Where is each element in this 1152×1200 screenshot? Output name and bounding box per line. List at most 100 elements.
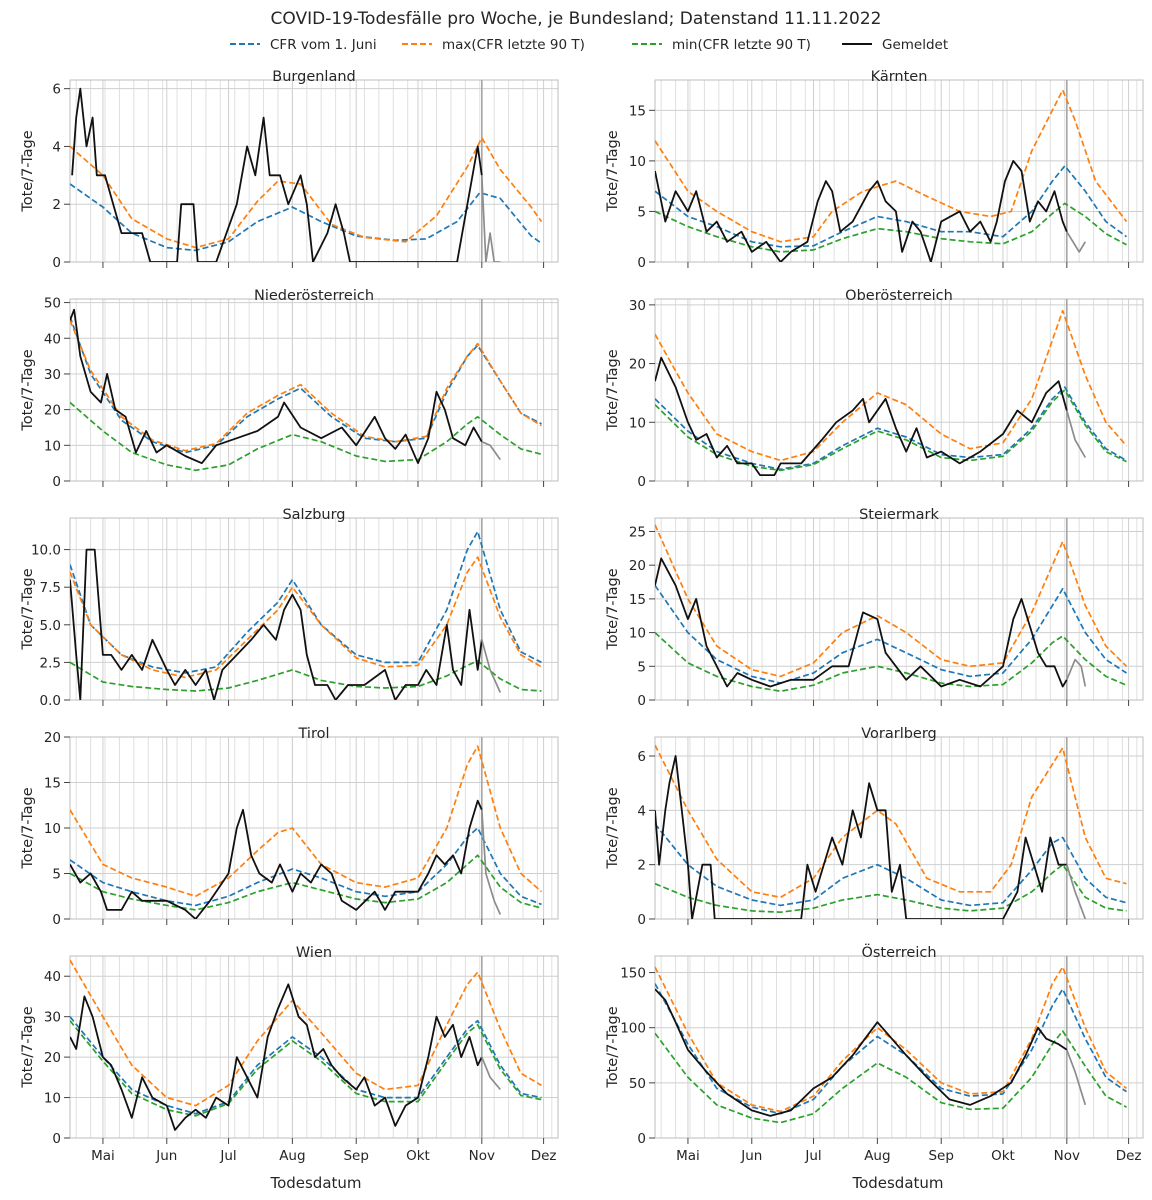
x-tick-label-8-3: Aug bbox=[279, 1148, 305, 1164]
y-tick-label-2-5: 50 bbox=[44, 296, 61, 312]
y-tick-label-1-1: 5 bbox=[637, 204, 646, 220]
series-max-2 bbox=[70, 320, 542, 452]
panel-title-5: Steiermark bbox=[859, 507, 939, 523]
y-axis-label-7: Tote/7-Tage bbox=[605, 787, 621, 869]
y-tick-label-8-1: 10 bbox=[44, 1091, 61, 1107]
x-tick-label-9-7: Dez bbox=[1116, 1148, 1142, 1164]
panel-frame-9 bbox=[654, 955, 1144, 1139]
y-tick-label-5-2: 10 bbox=[629, 626, 646, 642]
series-group-6 bbox=[70, 745, 543, 919]
series-group-5 bbox=[655, 524, 1128, 693]
panel-title-9: Österreich bbox=[861, 943, 936, 961]
y-axis-label-0: Tote/7-Tage bbox=[20, 130, 36, 212]
series-max-0 bbox=[70, 136, 543, 249]
y-tick-label-9-3: 150 bbox=[620, 966, 646, 982]
series-group-8 bbox=[70, 959, 542, 1131]
x-tick-label-9-6: Nov bbox=[1054, 1148, 1080, 1164]
grid-4 bbox=[70, 518, 558, 701]
legend-label-3: Gemeldet bbox=[882, 37, 948, 53]
panels: 0 2 4 6 Burgenland Tote/7-Tage 0 5 10 15 Kärnten To… bbox=[20, 69, 1144, 1164]
y-tick-label-5-4: 20 bbox=[629, 558, 646, 574]
panel-1: 0 5 10 15 Kärnten Tote/7-Tage bbox=[605, 69, 1144, 271]
panel-4: 0.0 2.5 5.0 7.5 10.0 Salzburg Tote/7-Tage bbox=[20, 507, 559, 709]
series-min-9 bbox=[655, 1030, 1127, 1124]
series-max-4 bbox=[70, 556, 542, 679]
panel-frame-2 bbox=[69, 298, 559, 482]
series-incomplete-0 bbox=[480, 175, 501, 262]
y-axis-label-3: Tote/7-Tage bbox=[605, 349, 621, 431]
y-tick-label-2-2: 20 bbox=[44, 403, 61, 419]
x-tick-label-9-5: Okt bbox=[991, 1148, 1015, 1164]
y-tick-label-6-2: 10 bbox=[44, 821, 61, 837]
y-tick-label-4-3: 7.5 bbox=[40, 580, 61, 596]
y-tick-label-4-2: 5.0 bbox=[40, 618, 61, 634]
y-tick-label-0-3: 6 bbox=[52, 82, 61, 98]
y-tick-label-1-3: 15 bbox=[629, 103, 646, 119]
series-cfr-0 bbox=[70, 183, 542, 252]
y-tick-label-6-0: 0 bbox=[52, 912, 61, 928]
panel-7: 0 2 4 6 Vorarlberg Tote/7-Tage bbox=[605, 726, 1144, 928]
grid-6 bbox=[70, 736, 558, 920]
x-tick-label-9-1: Jun bbox=[740, 1148, 762, 1164]
panel-frame-7 bbox=[654, 736, 1144, 920]
y-tick-label-0-1: 2 bbox=[52, 197, 61, 213]
series-gemeldet-1 bbox=[655, 159, 1068, 262]
legend-label-1: max(CFR letzte 90 T) bbox=[442, 37, 585, 53]
y-tick-label-2-0: 0 bbox=[52, 474, 61, 490]
series-group-0 bbox=[70, 87, 543, 262]
y-axis-label-5: Tote/7-Tage bbox=[605, 568, 621, 650]
x-tick-label-9-4: Sep bbox=[928, 1148, 953, 1164]
series-gemeldet-6 bbox=[70, 799, 483, 919]
panel-5: 0 5 10 15 20 25 Steiermark Tote/7-Tage bbox=[605, 507, 1144, 709]
series-gemeldet-7 bbox=[655, 755, 1067, 919]
y-tick-label-1-2: 10 bbox=[629, 154, 646, 170]
legend-label-2: min(CFR letzte 90 T) bbox=[672, 37, 811, 53]
x-tick-label-9-0: Mai bbox=[676, 1148, 700, 1164]
y-tick-label-5-3: 15 bbox=[629, 592, 646, 608]
series-cfr-6 bbox=[70, 827, 542, 907]
y-tick-label-7-3: 6 bbox=[637, 749, 646, 765]
y-tick-label-2-4: 40 bbox=[44, 331, 61, 347]
series-cfr-3 bbox=[655, 386, 1127, 471]
panel-0: 0 2 4 6 Burgenland Tote/7-Tage bbox=[20, 69, 559, 271]
y-tick-label-3-2: 20 bbox=[629, 357, 646, 373]
series-gemeldet-8 bbox=[70, 983, 483, 1131]
legend-label-0: CFR vom 1. Juni bbox=[270, 37, 377, 53]
panel-9: Mai Jun Jul Aug Sep Okt Nov Dez 0 50 100 150 Österre… bbox=[605, 943, 1144, 1164]
series-gemeldet-9 bbox=[655, 988, 1068, 1117]
y-tick-label-4-0: 0.0 bbox=[40, 693, 61, 709]
series-cfr-7 bbox=[655, 823, 1127, 907]
y-axis-label-6: Tote/7-Tage bbox=[20, 787, 36, 869]
y-tick-label-7-1: 2 bbox=[637, 858, 646, 874]
series-cfr-9 bbox=[655, 983, 1127, 1115]
panel-title-2: Niederösterreich bbox=[254, 288, 374, 304]
series-max-8 bbox=[70, 959, 542, 1107]
series-gemeldet-0 bbox=[71, 87, 483, 262]
panel-3: 0 10 20 30 Oberösterreich Tote/7-Tage bbox=[605, 288, 1144, 490]
y-axis-label-2: Tote/7-Tage bbox=[20, 349, 36, 431]
x-tick-label-8-5: Okt bbox=[406, 1148, 430, 1164]
series-incomplete-8 bbox=[481, 1056, 501, 1091]
y-tick-label-8-2: 20 bbox=[44, 1050, 61, 1066]
y-tick-label-2-1: 10 bbox=[44, 438, 61, 454]
y-tick-label-6-4: 20 bbox=[44, 730, 61, 746]
y-tick-label-3-1: 10 bbox=[629, 415, 646, 431]
y-tick-label-8-4: 40 bbox=[44, 969, 61, 985]
x-tick-label-8-4: Sep bbox=[343, 1148, 368, 1164]
grid-5 bbox=[655, 518, 1143, 701]
y-tick-label-0-0: 0 bbox=[52, 255, 61, 271]
y-tick-label-9-1: 50 bbox=[629, 1076, 646, 1092]
series-min-8 bbox=[70, 1020, 542, 1117]
y-axis-label-8: Tote/7-Tage bbox=[20, 1006, 36, 1088]
series-min-4 bbox=[70, 660, 542, 692]
y-tick-label-1-0: 0 bbox=[637, 255, 646, 271]
panel-frame-5 bbox=[654, 517, 1144, 701]
panel-title-1: Kärnten bbox=[871, 69, 928, 85]
series-min-5 bbox=[655, 631, 1127, 693]
y-tick-label-8-3: 30 bbox=[44, 1010, 61, 1026]
y-tick-label-4-1: 2.5 bbox=[40, 655, 61, 671]
panel-title-6: Tirol bbox=[298, 726, 330, 742]
panel-title-7: Vorarlberg bbox=[861, 726, 937, 742]
series-max-3 bbox=[655, 309, 1128, 462]
x-tick-label-8-7: Dez bbox=[531, 1148, 557, 1164]
